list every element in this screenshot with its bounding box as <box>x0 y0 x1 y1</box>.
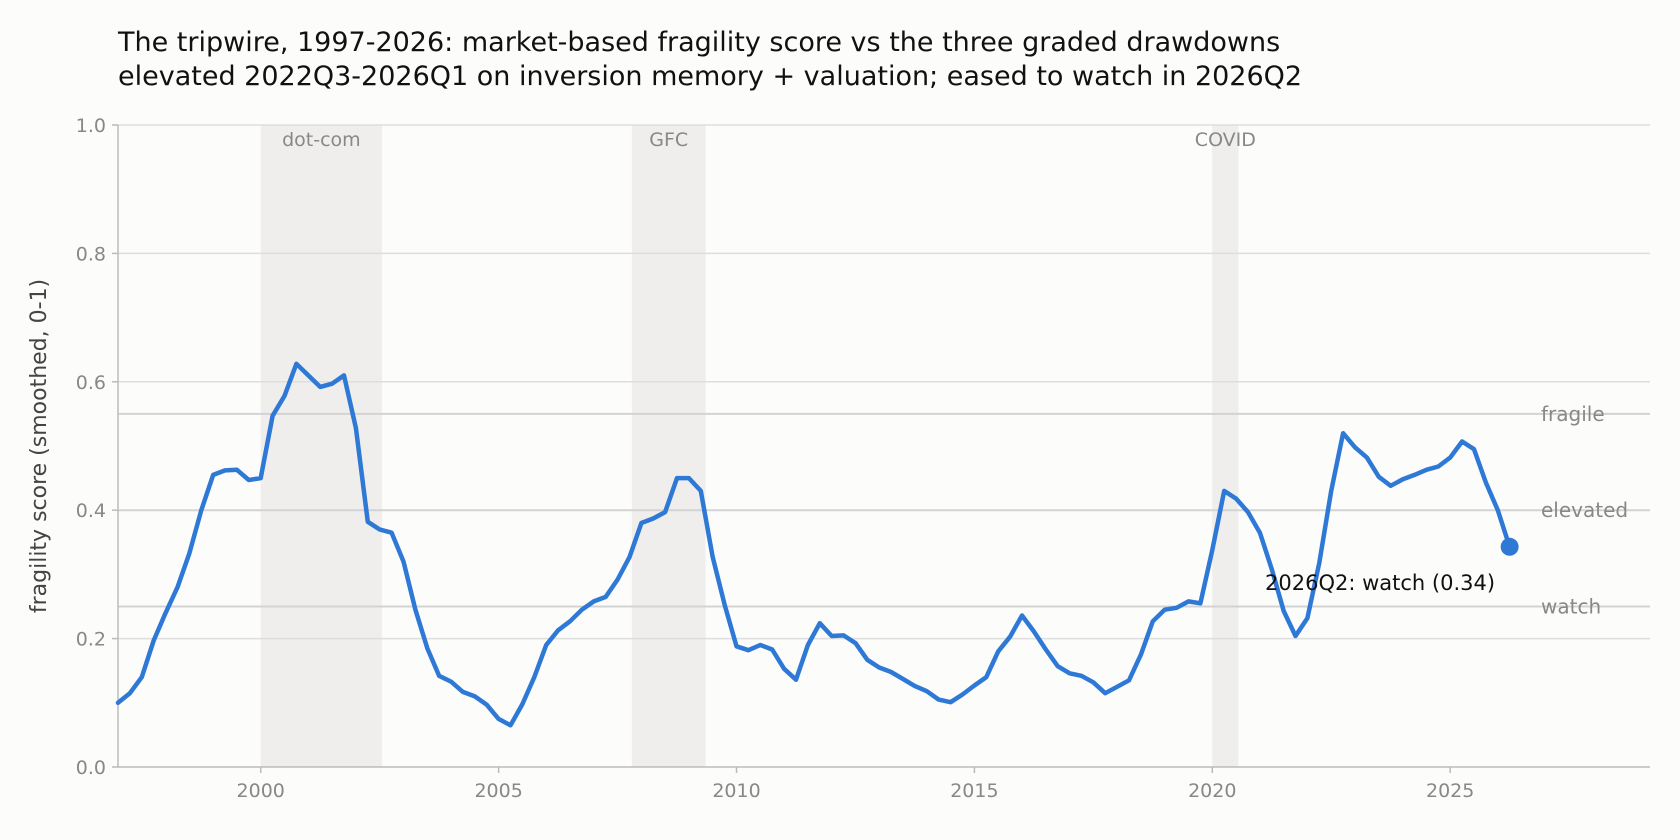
chart-subtitle: elevated 2022Q3-2026Q1 on inversion memo… <box>118 61 1303 92</box>
chart-title: The tripwire, 1997-2026: market-based fr… <box>118 26 1302 94</box>
latest-point-marker <box>1500 537 1519 556</box>
y-tick-label: 0.4 <box>76 500 106 522</box>
y-tick-label: 1.0 <box>76 115 106 137</box>
threshold-label-fragile: fragile <box>1541 402 1605 426</box>
y-tick-label: 0.6 <box>76 372 106 394</box>
y-tick-label: 0.8 <box>76 243 106 265</box>
annotation-layer: 2026Q2: watch (0.34) <box>1265 537 1519 595</box>
shaded-period-dot-com <box>260 125 383 767</box>
axes: 0.0 0.2 0.4 0.6 0.8 1.0 2000 2005 2010 2015 2020 20… <box>76 115 1650 802</box>
series-layer <box>115 361 1512 728</box>
chart-title-line: The tripwire, 1997-2026: market-based fr… <box>118 27 1281 58</box>
shaded-period-label: COVID <box>1195 129 1256 151</box>
y-tick-label: 0.2 <box>76 629 106 651</box>
y-tick-label: 0.0 <box>76 757 106 779</box>
y-axis-label: fragility score (smoothed, 0-1) <box>27 279 52 613</box>
threshold-label-elevated: elevated <box>1541 498 1628 522</box>
threshold-lines: fragile elevated watch <box>118 402 1650 619</box>
x-tick-label: 2020 <box>1188 780 1236 802</box>
x-tick-label: 2000 <box>237 780 285 802</box>
x-tick-label: 2015 <box>950 780 998 802</box>
shaded-period-covid <box>1212 125 1239 767</box>
shaded-period-label: dot-com <box>282 129 361 151</box>
threshold-label-watch: watch <box>1541 595 1601 619</box>
fragility-score-line <box>115 361 1512 728</box>
shaded-period-gfc <box>631 125 706 767</box>
shaded-period-label: GFC <box>649 129 688 151</box>
x-tick-label: 2010 <box>712 780 760 802</box>
x-tick-label: 2005 <box>474 780 522 802</box>
shaded-periods: dot-com GFC COVID <box>260 125 1256 767</box>
latest-point-annotation: 2026Q2: watch (0.34) <box>1265 571 1495 595</box>
x-tick-label: 2025 <box>1426 780 1474 802</box>
